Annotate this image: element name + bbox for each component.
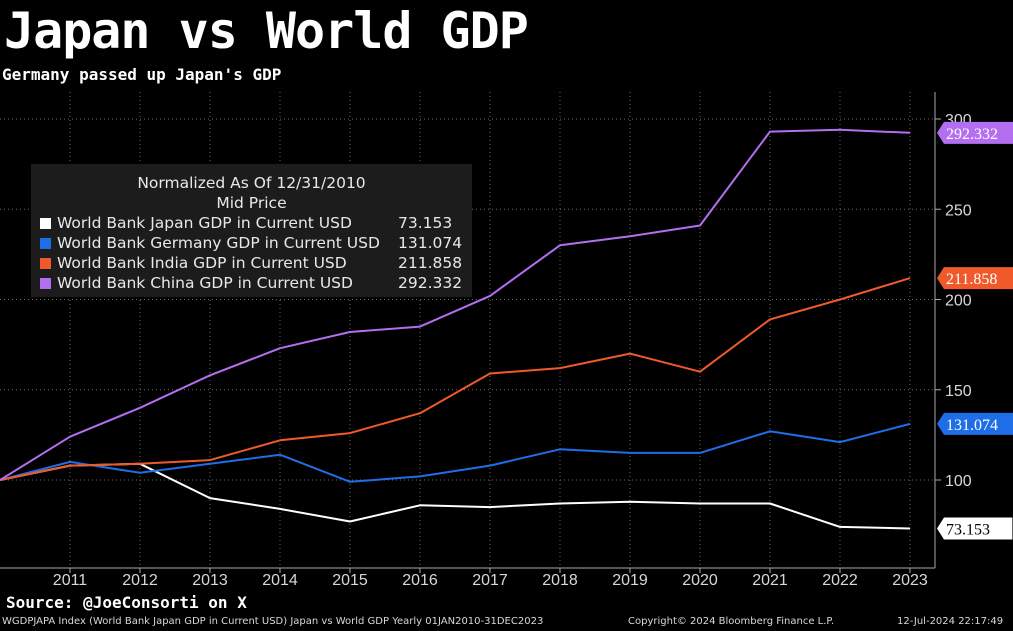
legend-heading: Normalized As Of 12/31/2010	[137, 174, 366, 192]
x-tick-label-2011: 2011	[53, 572, 88, 589]
legend-swatch-india	[40, 258, 51, 269]
y-tick-label-150: 150	[945, 383, 972, 400]
x-tick-label-2015: 2015	[332, 572, 368, 589]
y-tick-label-100: 100	[945, 473, 972, 490]
legend-label-germany: World Bank Germany GDP in Current USD	[57, 234, 380, 252]
last-value-tag-india	[937, 267, 1013, 290]
legend-subheading: Mid Price	[216, 194, 287, 212]
legend-item-japan: World Bank Japan GDP in Current USD 73.1…	[31, 213, 472, 233]
series-line-japan	[0, 462, 911, 530]
legend-value-germany: 131.074	[398, 234, 463, 252]
legend-label-japan: World Bank Japan GDP in Current USD	[57, 214, 352, 232]
x-tick-label-2021: 2021	[752, 572, 788, 589]
legend-item-china: World Bank China GDP in Current USD 292.…	[31, 273, 472, 293]
x-tick-label-2022: 2022	[822, 572, 858, 589]
series-line-india	[0, 277, 911, 481]
legend-label-china: World Bank China GDP in Current USD	[57, 274, 353, 292]
y-tick-label-250: 250	[945, 202, 972, 219]
footer-copyright: Copyright© 2024 Bloomberg Finance L.P.	[628, 616, 835, 627]
last-value-tag-china	[937, 121, 1013, 144]
legend-value-china: 292.332	[398, 274, 463, 292]
footer-index-description: WGDPJAPA Index (World Bank Japan GDP in …	[2, 616, 544, 627]
chart-legend: Normalized As Of 12/31/2010 Mid Price Wo…	[31, 164, 472, 297]
last-value-tag-japan	[937, 517, 1013, 540]
last-value-label-germany: 131.074	[946, 417, 998, 434]
x-tick-label-2014: 2014	[262, 572, 298, 589]
y-tick-label-200: 200	[945, 293, 972, 310]
x-tick-label-2019: 2019	[612, 572, 648, 589]
x-tick-label-2016: 2016	[402, 572, 438, 589]
legend-value-japan: 73.153	[398, 214, 453, 232]
x-tick-label-2012: 2012	[122, 572, 158, 589]
last-value-label-japan: 73.153	[946, 521, 990, 538]
legend-swatch-china	[40, 278, 51, 289]
x-tick-label-2020: 2020	[682, 572, 718, 589]
last-value-label-india: 211.858	[946, 271, 997, 288]
x-tick-label-2023: 2023	[892, 572, 928, 589]
legend-item-germany: World Bank Germany GDP in Current USD 13…	[31, 233, 472, 253]
page-title: Japan vs World GDP	[4, 2, 529, 60]
last-value-label-china: 292.332	[946, 126, 998, 143]
source-credit: Source: @JoeConsorti on X	[6, 593, 247, 612]
legend-item-india: World Bank India GDP in Current USD 211.…	[31, 253, 472, 273]
legend-value-india: 211.858	[398, 254, 463, 272]
legend-swatch-japan	[40, 218, 51, 229]
series-line-china	[0, 128, 911, 481]
page-subtitle: Germany passed up Japan's GDP	[2, 65, 282, 84]
legend-swatch-germany	[40, 238, 51, 249]
legend-label-india: World Bank India GDP in Current USD	[57, 254, 347, 272]
series-line-germany	[0, 422, 911, 483]
last-value-tag-germany	[937, 412, 1013, 435]
x-tick-label-2013: 2013	[192, 572, 228, 589]
x-tick-label-2017: 2017	[472, 572, 508, 589]
x-tick-label-2018: 2018	[542, 572, 578, 589]
footer-timestamp: 12-Jul-2024 22:17:49	[897, 616, 1004, 627]
